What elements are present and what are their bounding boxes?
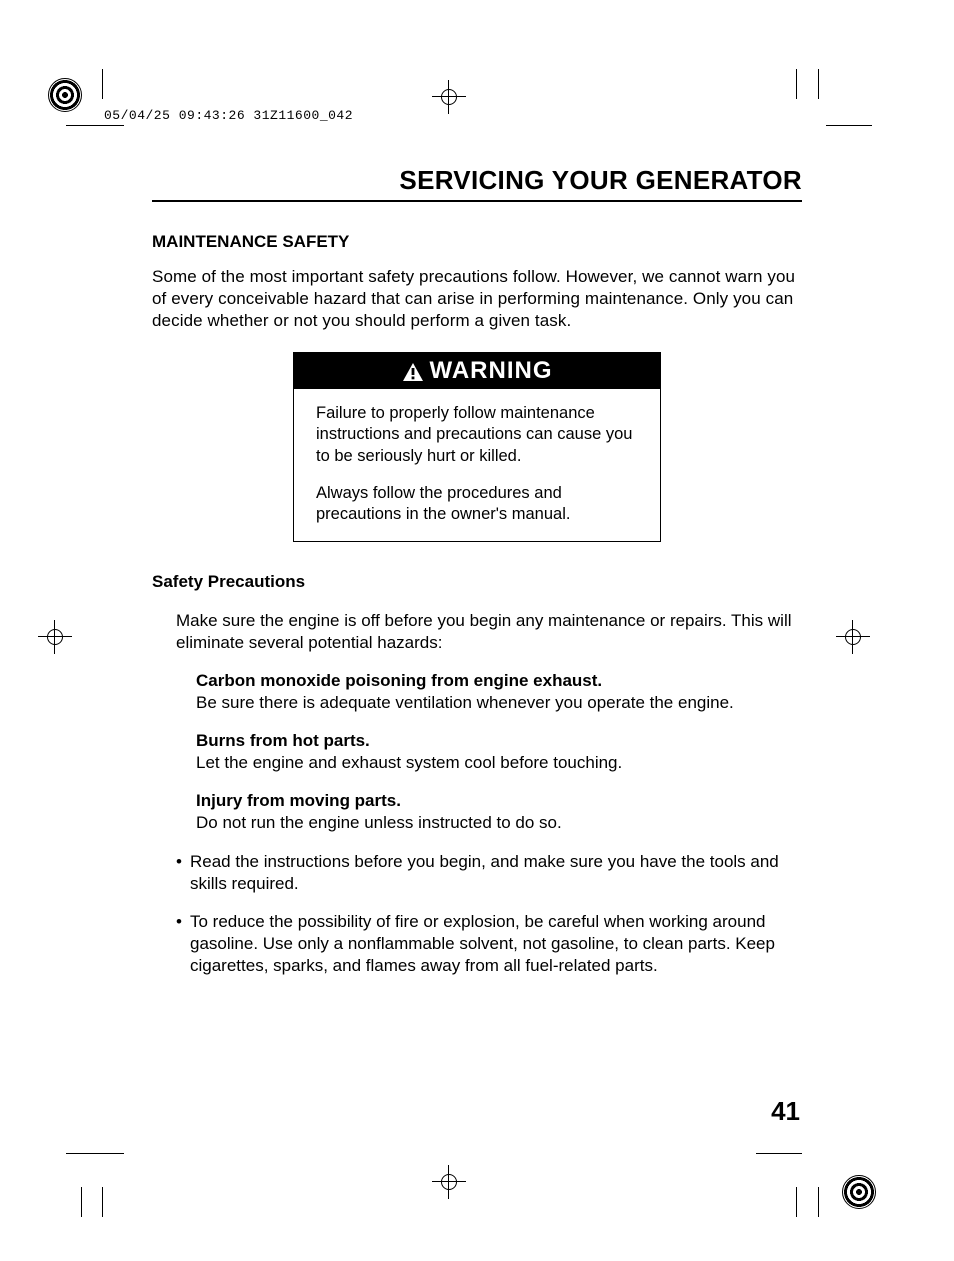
warning-label: WARNING <box>430 357 553 385</box>
crop-mark-top-left <box>24 69 102 125</box>
alert-triangle-icon <box>402 361 424 381</box>
hazard-body: Do not run the engine unless instructed … <box>196 812 802 834</box>
hazard-title: Carbon monoxide poisoning from engine ex… <box>196 670 802 692</box>
hazard-body: Be sure there is adequate ventilation wh… <box>196 692 802 714</box>
hazard-item: Carbon monoxide poisoning from engine ex… <box>196 670 802 714</box>
warning-paragraph: Failure to properly follow maintenance i… <box>316 403 638 466</box>
hazard-title: Injury from moving parts. <box>196 790 802 812</box>
title-rule <box>152 200 802 202</box>
warning-paragraph: Always follow the procedures and precaut… <box>316 483 638 525</box>
intro-paragraph: Some of the most important safety precau… <box>152 266 802 332</box>
sub-heading-safety-precautions: Safety Precautions <box>152 572 802 592</box>
bullet-item: • To reduce the possibility of fire or e… <box>176 911 802 977</box>
warning-body: Failure to properly follow maintenance i… <box>294 389 660 541</box>
hazard-item: Injury from moving parts. Do not run the… <box>196 790 802 834</box>
document-page: 05/04/25 09:43:26 31Z11600_042 SERVICING… <box>0 0 954 1261</box>
print-stamp: 05/04/25 09:43:26 31Z11600_042 <box>104 108 353 123</box>
crosshair-icon <box>836 620 870 654</box>
page-content: SERVICING YOUR GENERATOR MAINTENANCE SAF… <box>152 165 802 977</box>
bullet-icon: • <box>176 911 190 977</box>
bullet-text: Read the instructions before you begin, … <box>190 851 802 895</box>
bullet-item: • Read the instructions before you begin… <box>176 851 802 895</box>
crop-mark-top-right <box>796 69 856 125</box>
warning-header: WARNING <box>294 353 660 389</box>
precaution-intro: Make sure the engine is off before you b… <box>176 610 802 654</box>
hazard-title: Burns from hot parts. <box>196 730 802 752</box>
crop-mark-bottom-left <box>24 1153 102 1209</box>
crosshair-icon <box>38 620 72 654</box>
warning-box: WARNING Failure to properly follow maint… <box>293 352 661 542</box>
crosshair-icon <box>432 80 466 114</box>
page-title: SERVICING YOUR GENERATOR <box>152 165 802 196</box>
crop-mark-bottom-right <box>796 1153 856 1209</box>
page-number: 41 <box>771 1096 800 1127</box>
hazard-item: Burns from hot parts. Let the engine and… <box>196 730 802 774</box>
section-heading-maintenance-safety: MAINTENANCE SAFETY <box>152 232 802 252</box>
bullet-text: To reduce the possibility of fire or exp… <box>190 911 802 977</box>
bullet-icon: • <box>176 851 190 895</box>
crosshair-icon <box>432 1165 466 1199</box>
hazard-body: Let the engine and exhaust system cool b… <box>196 752 802 774</box>
